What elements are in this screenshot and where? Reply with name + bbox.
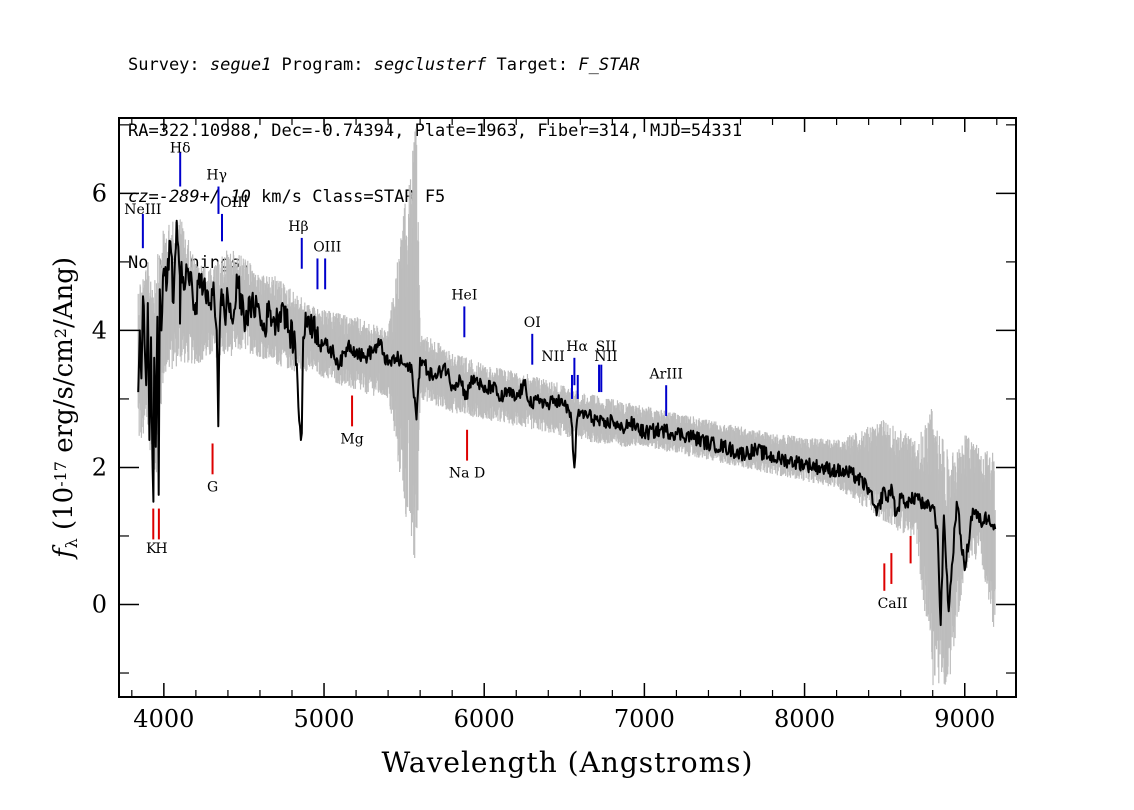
emission-line-label: NII [594,349,617,365]
y-tick-label: 6 [92,179,107,207]
plot-frame [118,117,1017,698]
axes-layer: 4000 5000 6000 7000 8000 9000 0 2 4 6 Wavelength (… [49,117,1017,779]
survey-label: Survey: [128,55,210,75]
emission-line-label: NII [541,349,564,365]
flux-layer [137,219,997,627]
y-tick-label: 4 [92,316,107,344]
emission-line-label: NeIII [124,202,161,218]
absorption-line-label: CaII [878,596,908,612]
target-value: F_STAR [578,55,640,75]
x-tick-label: 7000 [614,705,675,733]
x-tick-label: 8000 [774,705,835,733]
y-axis-label-part: erg/s/cm [49,338,79,461]
emission-line-label: HeI [451,288,477,304]
x-tick-label: 5000 [293,705,354,733]
y-tick-label: 2 [92,453,107,481]
target-label: Target: [486,55,579,75]
y-axis-label-part: (10 [49,487,79,539]
class-text: km/s Class=STAR F5 [250,187,446,207]
y-axis-label-part: 2 [51,328,70,338]
cz-value: cz=-289+/-10 [128,187,251,207]
survey-value: segue1 [209,55,272,75]
header-line-coords: RA=322.10988, Dec=-0.74394, Plate=1963, … [128,121,743,141]
header-line-redshift: cz=-289+/-10 km/s Class=STAR F5 [128,186,742,208]
y-axis-label-part: -17 [51,461,70,487]
y-axis-label: fλ (10-17 erg/s/cm2/Ang) [49,257,81,560]
emission-line-label: ArIII [648,366,682,382]
x-axis-label: Wavelength (Angstroms) [382,746,754,779]
absorption-line-label: H [155,541,167,557]
program-label: Program: [271,55,374,75]
emission-line-label: Hδ [170,140,191,156]
absorption-line-label: Mg [340,431,363,447]
y-axis-label-part: λ [62,538,81,548]
absorption-line-label: Na D [449,466,485,482]
spectrum-header: Survey: segue1 Program: segclusterf Targ… [128,10,742,296]
flux-line [137,219,997,627]
emission-line-label: OIII [313,240,341,256]
emission-line-label: OI [524,315,541,331]
header-line-survey: Survey: segue1 Program: segclusterf Targ… [128,54,742,76]
absorption-line-label: G [207,479,218,495]
y-axis-label-part: /Ang) [49,257,79,328]
emission-line-label: Hα [566,339,588,355]
y-tick-label: 0 [92,590,107,618]
emission-line-label: Hγ [206,168,227,184]
emission-line-label: SII [596,339,617,355]
absorption-line-label: K [146,541,157,557]
x-tick-label: 4000 [133,705,194,733]
x-tick-label: 6000 [454,705,515,733]
program-value: segclusterf [373,55,487,75]
emission-line-label: OIII [220,195,248,211]
emission-line-label: Hβ [288,219,308,235]
x-tick-label: 9000 [934,705,995,733]
